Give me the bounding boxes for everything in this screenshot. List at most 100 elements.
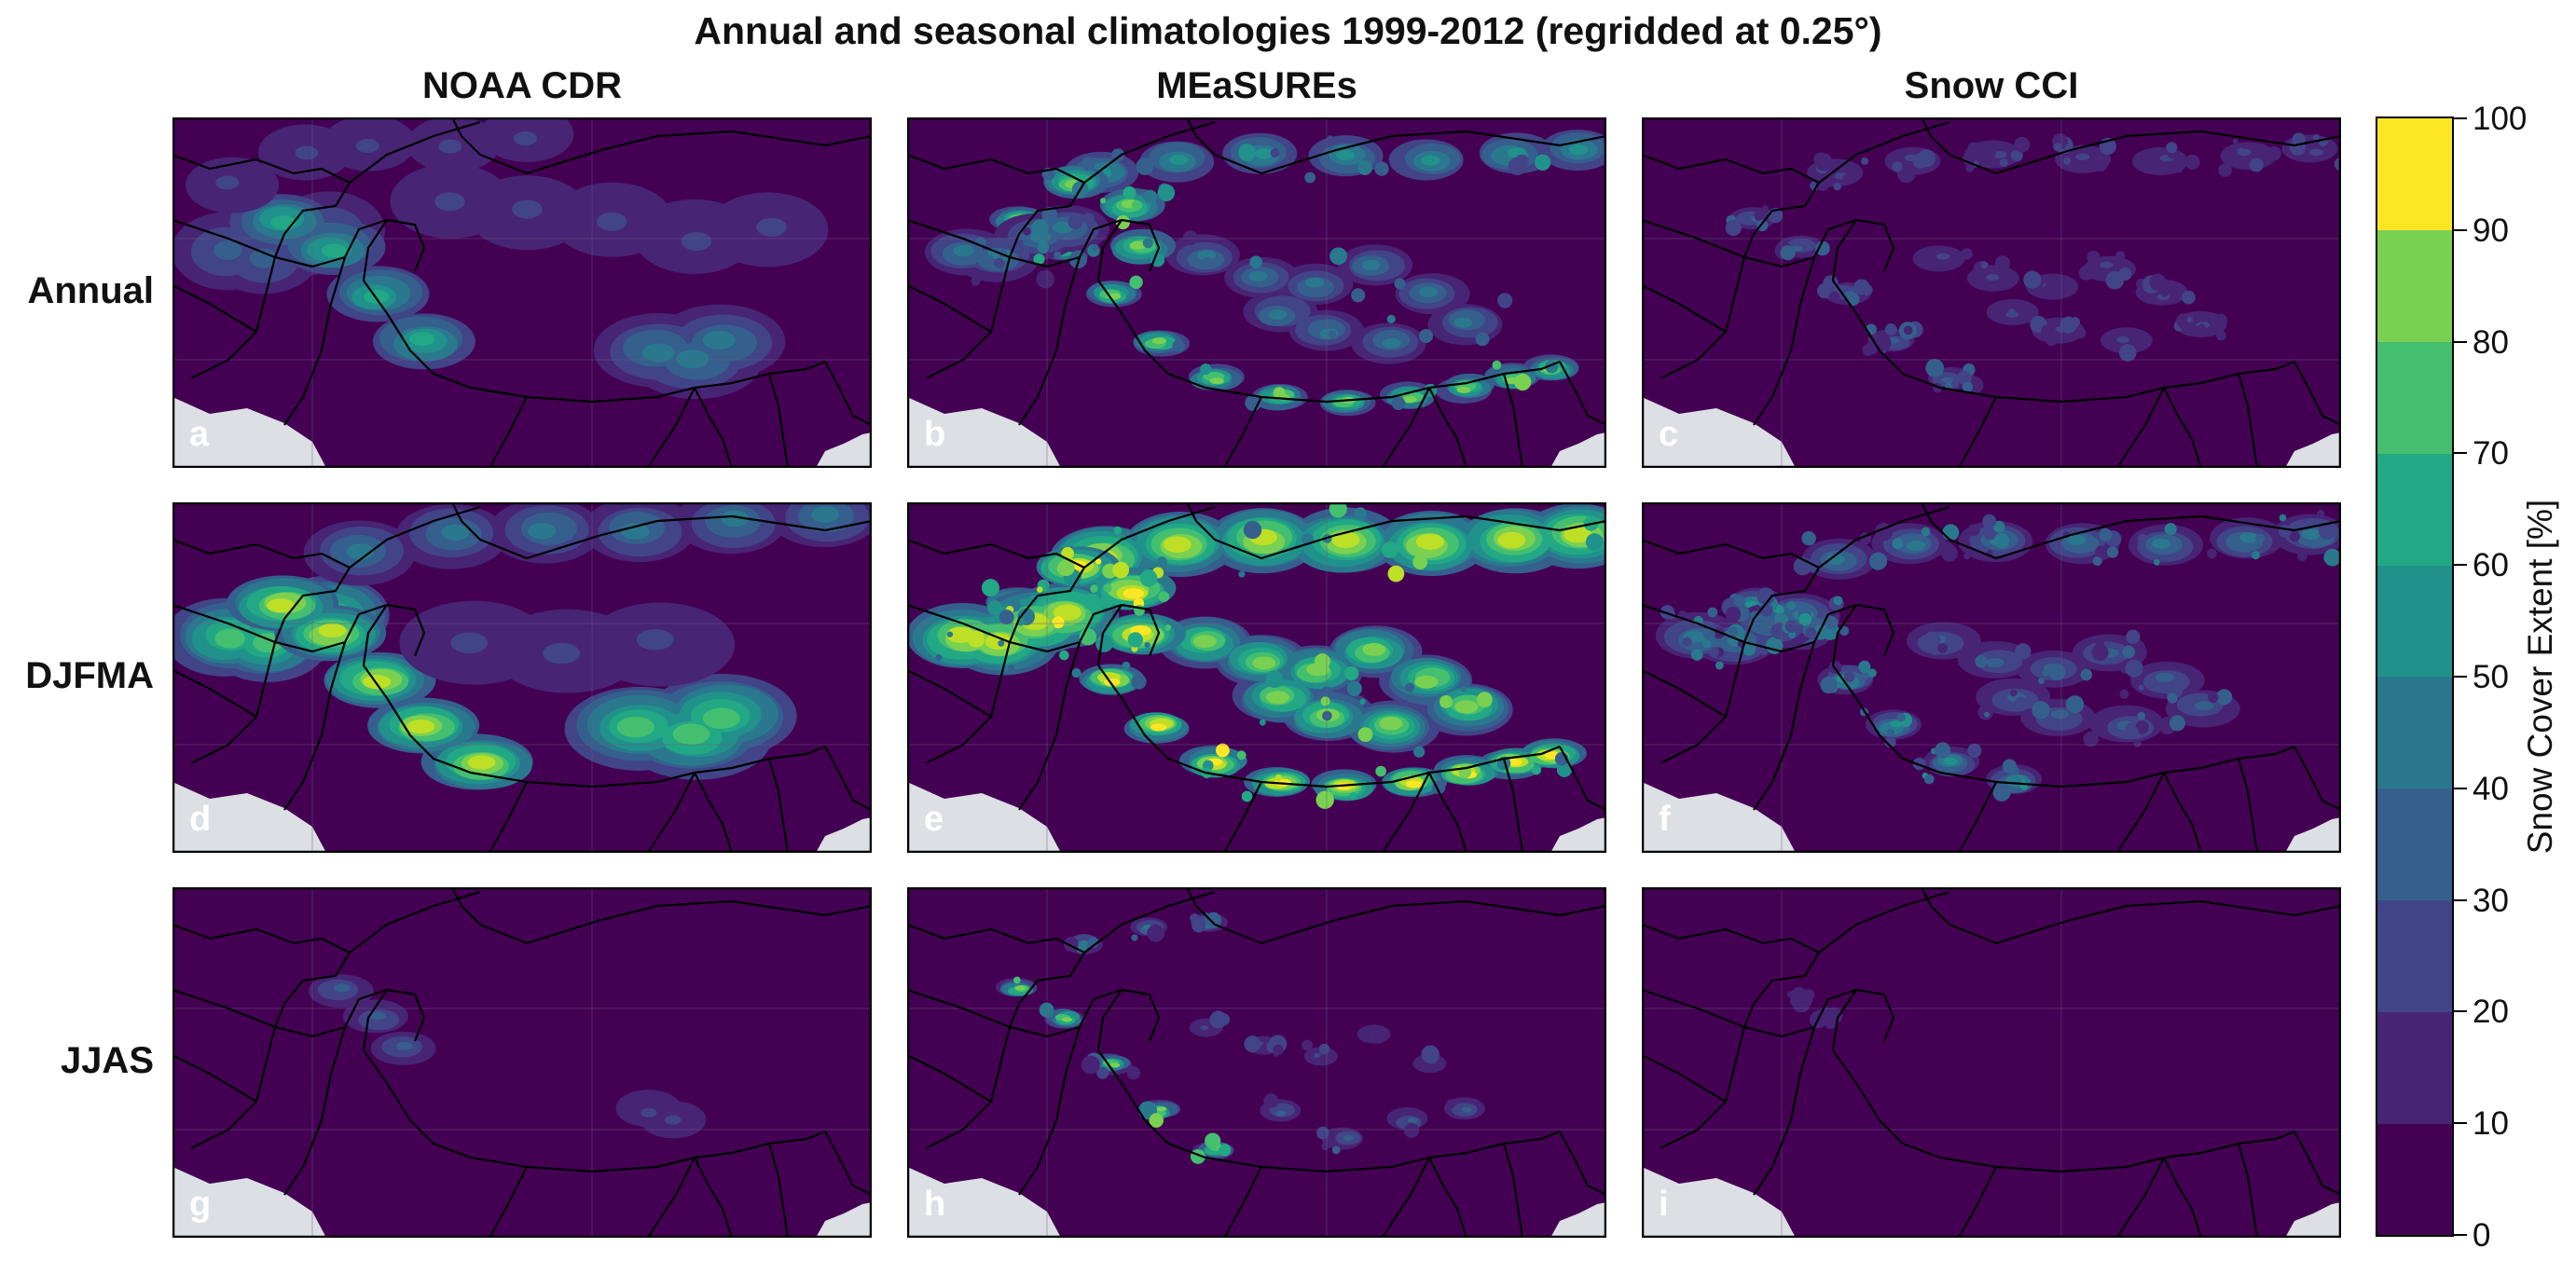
snow-cover-area xyxy=(1169,154,1189,165)
snow-cover-area xyxy=(702,331,736,350)
snow-cover-speckle xyxy=(1082,212,1095,225)
row-label-jjas: JJAS xyxy=(60,1040,154,1081)
ocean-arabian-sea xyxy=(1642,1167,1796,1238)
snow-cover-speckle xyxy=(1761,205,1769,212)
country-border xyxy=(1642,218,1745,259)
snow-cover-speckle xyxy=(1023,226,1031,236)
snow-cover-speckle xyxy=(1205,1132,1221,1149)
snow-cover-area xyxy=(409,332,435,347)
snow-cover-speckle xyxy=(2197,323,2206,333)
country-border xyxy=(1642,284,1727,333)
snow-cover-speckle xyxy=(1963,553,1971,560)
snow-cover-speckle xyxy=(1329,502,1347,518)
snow-cover-speckle xyxy=(1786,600,1796,610)
snow-cover-speckle xyxy=(2071,651,2082,662)
snow-cover-area xyxy=(346,543,375,560)
snow-cover-speckle xyxy=(2232,138,2239,144)
snow-cover-speckle xyxy=(2087,250,2101,264)
snow-cover-speckle xyxy=(2093,157,2108,172)
map-canvas xyxy=(1642,502,2341,853)
country-border xyxy=(349,890,481,953)
snow-cover-speckle xyxy=(1112,561,1130,579)
snow-cover-area xyxy=(1151,337,1166,345)
map-panel-b: b xyxy=(907,117,1606,468)
snow-cover-speckle xyxy=(1815,240,1830,256)
panel-frame xyxy=(1642,117,2341,468)
snow-cover-speckle xyxy=(1940,544,1958,562)
country-border xyxy=(824,1131,872,1196)
snow-cover-speckle xyxy=(1129,275,1143,290)
snow-cover-speckle xyxy=(2118,267,2132,281)
snow-cover-speckle xyxy=(1754,211,1766,222)
snow-cover-area xyxy=(1275,1110,1287,1117)
country-border xyxy=(362,989,696,1173)
ocean-arabian-sea xyxy=(907,397,1061,468)
snow-cover-speckle xyxy=(1967,743,1982,759)
panel-frame xyxy=(907,887,1606,1238)
snow-cover-area xyxy=(1825,554,1845,565)
country-border xyxy=(2294,1131,2341,1196)
snow-cover-area xyxy=(1936,253,1950,260)
country-border xyxy=(1096,989,1430,1173)
snow-cover-area xyxy=(1266,691,1290,705)
colorbar-bin xyxy=(2377,341,2452,454)
country-border xyxy=(1855,218,1895,272)
ocean-bay-of-bengal xyxy=(816,432,872,468)
snow-cover-speckle xyxy=(1205,912,1222,929)
snow-cover-area xyxy=(2308,148,2323,157)
snow-cover-area xyxy=(1200,1025,1209,1031)
snow-cover-area xyxy=(1123,588,1145,599)
snow-cover-speckle xyxy=(2137,533,2147,544)
snow-cover-speckle xyxy=(1861,670,1870,680)
snow-cover-area xyxy=(1304,277,1324,288)
snow-cover-speckle xyxy=(1039,1002,1054,1018)
snow-cover-speckle xyxy=(1951,380,1960,389)
snow-cover-speckle xyxy=(1218,1013,1231,1026)
colorbar-tick xyxy=(2454,787,2467,789)
country-border xyxy=(1958,781,1997,853)
country-border xyxy=(694,772,734,853)
snow-cover-area xyxy=(1569,144,1589,156)
country-border xyxy=(172,284,257,333)
snow-cover-area xyxy=(1336,149,1356,160)
snow-cover-area xyxy=(640,1107,657,1117)
country-border xyxy=(1018,641,1081,811)
snow-cover-speckle xyxy=(1241,790,1253,802)
snow-cover-area xyxy=(1268,309,1288,321)
snow-cover-speckle xyxy=(1123,185,1136,199)
country-border xyxy=(907,218,1011,259)
snow-cover-speckle xyxy=(1144,641,1150,649)
country-border xyxy=(451,887,872,945)
snow-cover-speckle xyxy=(1328,330,1337,339)
snow-cover-area xyxy=(664,1115,682,1125)
map-canvas xyxy=(172,887,872,1238)
country-border xyxy=(2116,772,2165,853)
snow-cover-speckle xyxy=(1147,924,1165,942)
snow-cover-speckle xyxy=(967,630,985,648)
snow-cover-speckle xyxy=(1865,341,1879,355)
snow-cover-speckle xyxy=(1820,676,1838,694)
snow-cover-speckle xyxy=(1886,728,1895,737)
snow-cover-speckle xyxy=(2010,149,2023,162)
snow-cover-speckle xyxy=(1965,164,1975,172)
snow-cover-area xyxy=(1414,675,1439,689)
snow-cover-speckle xyxy=(1497,293,1513,308)
snow-cover-speckle xyxy=(2237,147,2244,155)
land-background xyxy=(1642,887,2341,1238)
snow-cover-area xyxy=(363,675,392,690)
map-panel-c: c xyxy=(1642,117,2341,468)
snow-cover-area xyxy=(513,131,537,146)
snow-cover-speckle xyxy=(1351,288,1366,303)
snow-cover-area xyxy=(1407,1117,1418,1124)
snow-cover-speckle xyxy=(1318,1043,1330,1055)
snow-cover-speckle xyxy=(1157,184,1176,202)
country-border xyxy=(1083,120,1216,184)
country-border xyxy=(1428,387,1468,468)
country-border xyxy=(1753,1026,1816,1196)
snow-cover-area xyxy=(1382,337,1401,349)
snow-cover-speckle xyxy=(1828,1014,1839,1024)
country-border xyxy=(1186,502,1606,560)
snow-cover-speckle xyxy=(2106,546,2119,558)
ocean-bay-of-bengal xyxy=(816,817,872,853)
snow-cover-area xyxy=(1497,531,1526,549)
